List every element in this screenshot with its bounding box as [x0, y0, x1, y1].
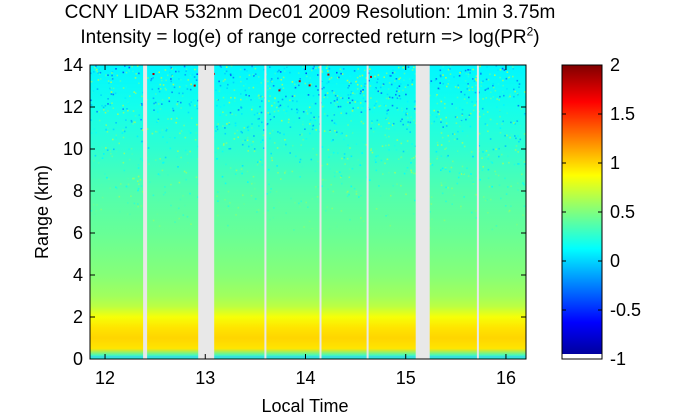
- colorbar-tick-label: 2: [610, 55, 620, 75]
- y-tick-label: 12: [63, 97, 83, 117]
- colorbar-tick-label: -0.5: [610, 300, 641, 320]
- chart-subtitle: Intensity = log(e) of range corrected re…: [0, 24, 620, 49]
- colorbar-ticks: -1 -0.5 0 0.5 1 1.5 2: [562, 55, 641, 369]
- x-axis: 12 13 14 15 16: [95, 65, 516, 388]
- colorbar-tick-label: 1.5: [610, 104, 635, 124]
- data-gap: [415, 65, 430, 359]
- noise-texture: [90, 65, 526, 358]
- y-axis-label: Range (km): [32, 165, 52, 259]
- colorbar-tick-label: -1: [610, 349, 626, 369]
- y-tick-label: 2: [73, 307, 83, 327]
- colorbar-nodata-swatch: [562, 354, 602, 359]
- y-tick-label: 0: [73, 349, 83, 369]
- data-gaps: [143, 65, 479, 359]
- y-tick-label: 8: [73, 181, 83, 201]
- data-gap: [143, 65, 148, 359]
- plot-area: 12 13 14 15 16 0 2 4 6 8 10 12 14: [63, 55, 527, 388]
- chart-title: CCNY LIDAR 532nm Dec01 2009 Resolution: …: [64, 2, 556, 23]
- subtitle-superscript: 2: [526, 24, 534, 39]
- y-axis: 0 2 4 6 8 10 12 14: [63, 55, 526, 369]
- x-axis-label: Local Time: [261, 396, 348, 416]
- data-gap: [198, 65, 215, 359]
- colorbar: -1 -0.5 0 0.5 1 1.5 2: [561, 55, 641, 369]
- y-tick-label: 14: [63, 55, 83, 75]
- subtitle-suffix: ): [533, 27, 540, 48]
- x-tick-label: 16: [496, 368, 516, 388]
- subtitle-text: Intensity = log(e) of range corrected re…: [80, 27, 527, 48]
- y-tick-label: 4: [73, 265, 83, 285]
- data-gap: [366, 65, 369, 359]
- data-gap: [264, 65, 267, 359]
- x-tick-label: 15: [396, 368, 416, 388]
- y-tick-label: 10: [63, 139, 83, 159]
- y-tick-label: 6: [73, 223, 83, 243]
- colorbar-tick-label: 0: [610, 251, 620, 271]
- x-tick-label: 14: [295, 368, 315, 388]
- colorbar-gradient: [562, 65, 602, 359]
- data-gap: [476, 65, 479, 359]
- x-tick-label: 13: [195, 368, 215, 388]
- colorbar-tick-label: 0.5: [610, 202, 635, 222]
- intensity-field: [90, 65, 526, 359]
- plot-frame: [89, 64, 527, 360]
- x-tick-label: 12: [95, 368, 115, 388]
- data-gap: [319, 65, 322, 359]
- colorbar-tick-label: 1: [610, 153, 620, 173]
